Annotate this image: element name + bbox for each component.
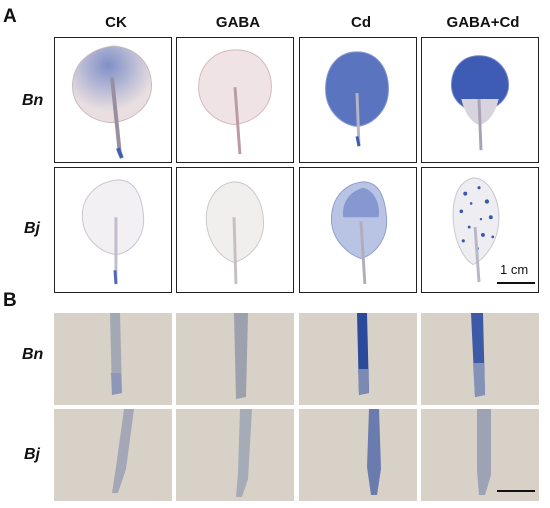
leaf-image-bn-ck — [54, 37, 172, 163]
root-image-bn-cd — [299, 313, 417, 405]
root-image-bj-gaba — [176, 409, 294, 501]
root-image-bj-cd — [299, 409, 417, 501]
leaf-image-bj-cd — [299, 167, 417, 293]
root-image-bj-ck — [54, 409, 172, 501]
leaf-image-bj-ck — [54, 167, 172, 293]
root-image-bn-gaba-cd — [421, 313, 539, 405]
row-header-b-bn: Bn — [22, 346, 44, 363]
leaf-image-bj-gaba-cd — [421, 167, 539, 293]
root-image-bn-ck — [54, 313, 172, 405]
panel-b-label: B — [3, 290, 17, 311]
row-header-b-bj: Bj — [24, 446, 40, 463]
leaf-image-bn-cd — [299, 37, 417, 163]
leaf-scale-bar — [497, 282, 535, 284]
column-header-gaba: GABA — [215, 14, 261, 31]
panel-a-label: A — [3, 6, 17, 27]
column-header-cd: Cd — [351, 14, 371, 31]
leaf-image-bn-gaba — [176, 37, 294, 163]
leaf-scale-label: 1 cm — [500, 262, 529, 277]
row-header-a-bn: Bn — [22, 92, 44, 109]
leaf-image-bj-gaba — [176, 167, 294, 293]
row-header-a-bj: Bj — [24, 220, 40, 237]
root-image-bj-gaba-cd — [421, 409, 539, 501]
column-header-gaba-cd: GABA+Cd — [446, 14, 520, 31]
root-scale-bar — [497, 490, 535, 492]
root-image-bn-gaba — [176, 313, 294, 405]
leaf-image-bn-gaba-cd — [421, 37, 539, 163]
column-header-ck: CK — [105, 14, 127, 31]
